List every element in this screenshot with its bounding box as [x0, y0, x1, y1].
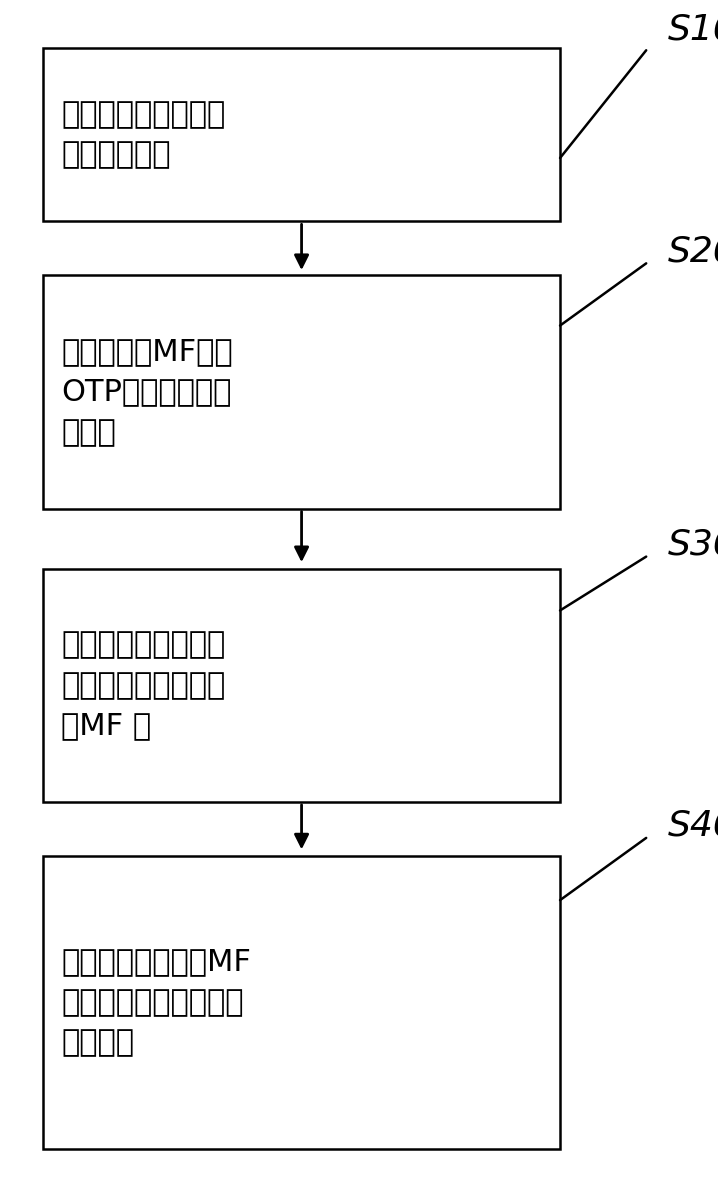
Text: 将基本数据信息进行
插值处理建立动态校
准MF 表: 将基本数据信息进行 插值处理建立动态校 准MF 表 — [61, 631, 225, 740]
Text: 利用新的动态校准MF
表，通过手动对焦形成
清晰图像: 利用新的动态校准MF 表，通过手动对焦形成 清晰图像 — [61, 948, 251, 1057]
Text: S20: S20 — [668, 235, 718, 268]
Bar — [43, 275, 560, 509]
Text: S10: S10 — [668, 13, 718, 47]
Text: 接收相机启动指令，
进行相机处理: 接收相机启动指令， 进行相机处理 — [61, 99, 225, 170]
Text: S30: S30 — [668, 528, 718, 561]
Text: S40: S40 — [668, 809, 718, 843]
Text: 从手动校准MF表和
OTP中获取基本数
据信息: 从手动校准MF表和 OTP中获取基本数 据信息 — [61, 338, 233, 446]
Bar — [43, 569, 560, 802]
Bar — [43, 48, 560, 221]
Bar — [43, 856, 560, 1149]
